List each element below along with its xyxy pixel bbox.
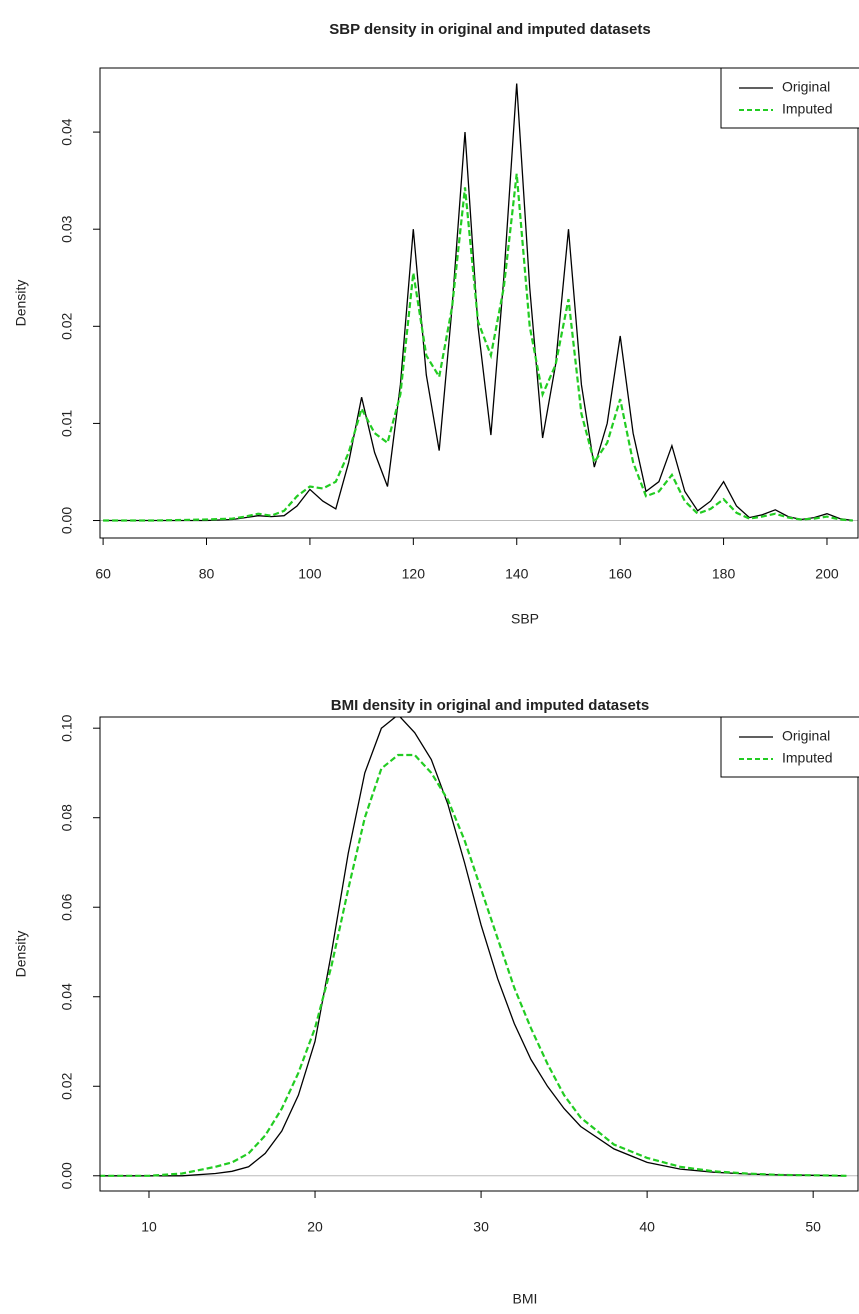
y-tick-label: 0.01 bbox=[59, 410, 75, 437]
legend-label: Imputed bbox=[782, 750, 833, 766]
x-tick-label: 40 bbox=[639, 1219, 655, 1235]
x-tick-label: 60 bbox=[95, 566, 111, 582]
y-tick-label: 0.04 bbox=[59, 118, 75, 145]
density-line bbox=[100, 753, 847, 1177]
x-tick-label: 20 bbox=[307, 1219, 323, 1235]
density-line bbox=[103, 173, 853, 522]
x-tick-label: 30 bbox=[473, 1219, 489, 1235]
legend-label: Imputed bbox=[782, 101, 833, 117]
y-tick-label: 0.08 bbox=[59, 804, 75, 831]
x-axis-label: BMI bbox=[513, 1291, 538, 1307]
y-tick-label: 0.03 bbox=[59, 215, 75, 242]
x-tick-label: 200 bbox=[815, 566, 839, 582]
y-axis-label: Density bbox=[13, 931, 29, 978]
x-tick-label: 180 bbox=[712, 566, 736, 582]
plot-frame bbox=[99, 716, 859, 1192]
legend-box bbox=[720, 716, 859, 778]
y-tick-label: 0.10 bbox=[59, 714, 75, 741]
legend-label: Original bbox=[782, 79, 830, 95]
y-axis-label: Density bbox=[13, 280, 29, 327]
y-tick-label: 0.00 bbox=[59, 1162, 75, 1189]
x-tick-label: 80 bbox=[199, 566, 215, 582]
chart-title: BMI density in original and imputed data… bbox=[331, 697, 649, 714]
x-tick-label: 140 bbox=[505, 566, 529, 582]
x-tick-label: 160 bbox=[608, 566, 632, 582]
x-tick-label: 100 bbox=[298, 566, 322, 582]
x-axis-label: SBP bbox=[511, 611, 539, 627]
density-line bbox=[100, 717, 847, 1177]
x-tick-label: 50 bbox=[805, 1219, 821, 1235]
x-tick-label: 120 bbox=[402, 566, 426, 582]
density-line bbox=[103, 83, 853, 522]
x-tick-label: 10 bbox=[141, 1219, 157, 1235]
legend-box bbox=[720, 67, 859, 129]
y-tick-label: 0.04 bbox=[59, 983, 75, 1010]
chart-title: SBP density in original and imputed data… bbox=[329, 21, 650, 38]
plot-frame bbox=[99, 67, 859, 539]
y-tick-label: 0.02 bbox=[59, 312, 75, 339]
legend-label: Original bbox=[782, 728, 830, 744]
y-tick-label: 0.06 bbox=[59, 893, 75, 920]
y-tick-label: 0.02 bbox=[59, 1072, 75, 1099]
y-tick-label: 0.00 bbox=[59, 507, 75, 534]
